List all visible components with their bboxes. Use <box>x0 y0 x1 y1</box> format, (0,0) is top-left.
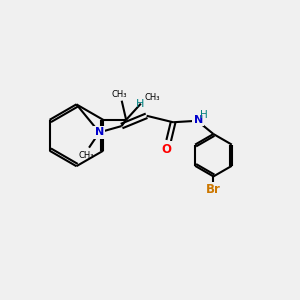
Text: Br: Br <box>206 183 221 196</box>
Text: CH₃: CH₃ <box>144 93 160 102</box>
Text: CH₃: CH₃ <box>112 90 127 99</box>
Text: H: H <box>136 99 144 109</box>
Text: N: N <box>95 127 104 137</box>
Text: N: N <box>194 115 203 124</box>
Text: CH₃: CH₃ <box>79 151 94 160</box>
Text: H: H <box>200 110 208 121</box>
Text: O: O <box>161 143 171 156</box>
